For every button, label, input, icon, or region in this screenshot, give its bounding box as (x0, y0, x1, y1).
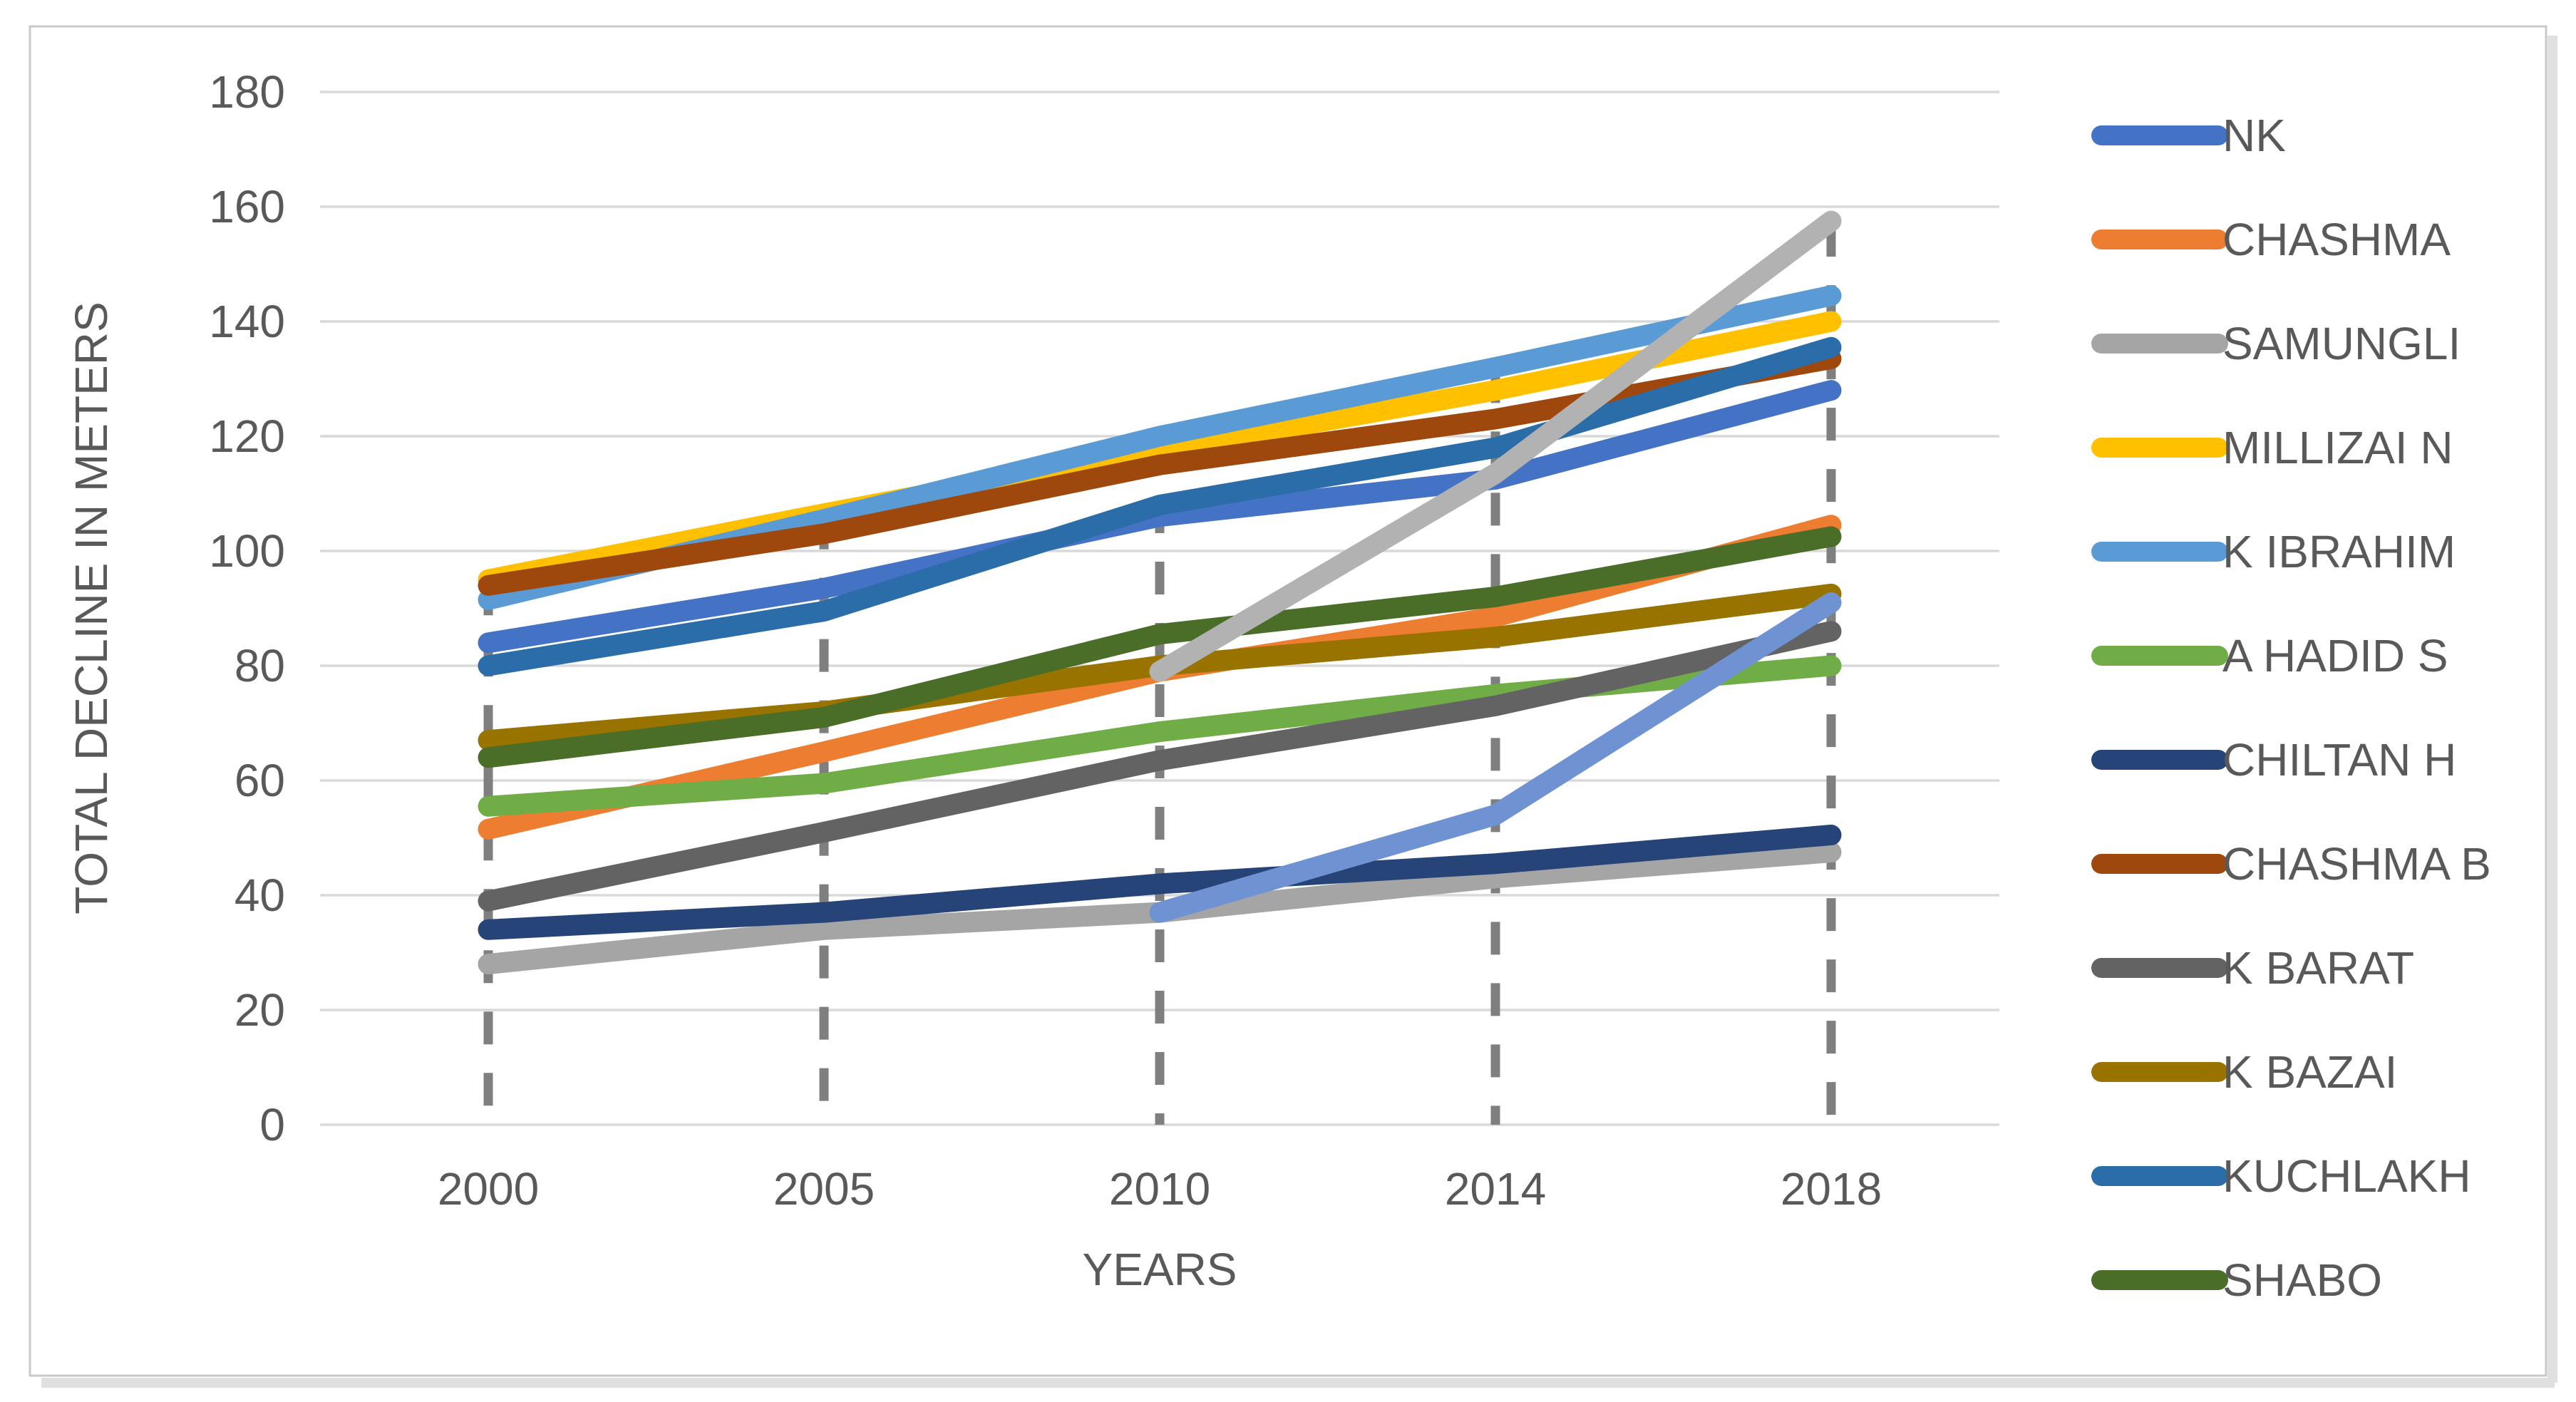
x-tick-label: 2010 (1109, 1163, 1210, 1215)
x-axis-tick-labels: 2000 2005 2010 2014 2018 (438, 1163, 1882, 1215)
x-tick-label: 2014 (1445, 1163, 1546, 1215)
legend-item-k-bazai[interactable]: K BAZAI (2091, 1046, 2397, 1098)
y-tick-label: 140 (209, 296, 285, 347)
series-line-k-barat[interactable] (478, 621, 1842, 912)
y-axis-title: TOTAL DECLINE IN METERS (66, 301, 117, 914)
legend-label: CHILTAN H (2222, 734, 2456, 785)
series-line-unlabeled-13[interactable] (1149, 210, 1842, 682)
y-tick-label: 0 (259, 1099, 285, 1150)
y-tick-label: 160 (209, 181, 285, 232)
legend-item-k-ibrahim[interactable]: K IBRAHIM (2091, 526, 2456, 577)
series-line-chiltan-h[interactable] (478, 824, 1842, 940)
y-tick-label: 120 (209, 411, 285, 462)
legend-label: K BARAT (2222, 942, 2414, 994)
x-axis-title: YEARS (1083, 1244, 1237, 1295)
legend-label: K BAZAI (2222, 1046, 2397, 1098)
x-tick-label: 2005 (773, 1163, 875, 1215)
legend-item-millizai-n[interactable]: MILLIZAI N (2091, 422, 2453, 473)
y-tick-label: 100 (209, 525, 285, 577)
legend-label: MILLIZAI N (2222, 422, 2453, 473)
legend-item-chiltan-h[interactable]: CHILTAN H (2091, 734, 2456, 785)
legend-label: KUCHLAKH (2222, 1150, 2471, 1202)
y-tick-label: 20 (235, 984, 285, 1036)
legend-item-a-hadid-s[interactable]: A HADID S (2091, 630, 2448, 681)
y-tick-label: 80 (235, 640, 285, 691)
legend-label: SAMUNGLI (2222, 318, 2461, 369)
y-axis-tick-labels: 0 20 40 60 80 100 120 140 160 180 (209, 66, 285, 1150)
y-tick-label: 60 (235, 755, 285, 806)
y-tick-label: 40 (235, 870, 285, 921)
legend-label: SHABO (2222, 1254, 2382, 1306)
legend-item-shabo[interactable]: SHABO (2091, 1254, 2382, 1306)
legend-label: NK (2222, 110, 2286, 161)
legend-label: K IBRAHIM (2222, 526, 2456, 577)
legend: NK CHASHMA SAMUNGLI MILLIZAI N K IBRAHIM A HA… (2091, 110, 2491, 1306)
legend-label: CHASHMA B (2222, 838, 2491, 890)
legend-item-nk[interactable]: NK (2091, 110, 2286, 161)
legend-item-kuchlakh[interactable]: KUCHLAKH (2091, 1150, 2471, 1202)
series-line-shabo[interactable] (478, 526, 1842, 768)
legend-label: A HADID S (2222, 630, 2448, 681)
series-lines (478, 210, 1842, 975)
legend-item-chashma[interactable]: CHASHMA (2091, 214, 2451, 265)
legend-item-chashma-b[interactable]: CHASHMA B (2091, 838, 2491, 890)
legend-item-samungli[interactable]: SAMUNGLI (2091, 318, 2461, 369)
x-tick-label: 2000 (438, 1163, 539, 1215)
x-tick-label: 2018 (1781, 1163, 1882, 1215)
series-line-nk[interactable] (478, 380, 1842, 654)
legend-item-k-barat[interactable]: K BARAT (2091, 942, 2414, 994)
chart-border (29, 25, 2547, 1377)
legend-label: CHASHMA (2222, 214, 2451, 265)
series-line-unlabeled-12[interactable] (1149, 592, 1842, 923)
series-line-kuchlakh[interactable] (478, 336, 1842, 676)
y-tick-label: 180 (209, 66, 285, 118)
